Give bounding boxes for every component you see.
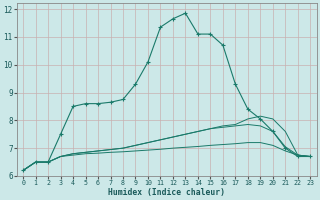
X-axis label: Humidex (Indice chaleur): Humidex (Indice chaleur): [108, 188, 225, 197]
